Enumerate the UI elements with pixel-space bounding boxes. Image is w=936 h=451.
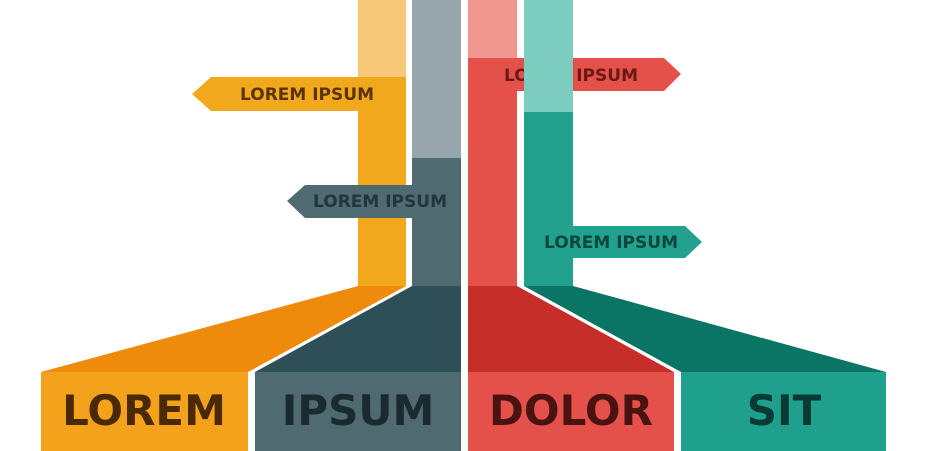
sit-ramp — [524, 286, 886, 372]
lorem-flag-label: LOREM IPSUM — [240, 85, 374, 105]
sit-flag-label: LOREM IPSUM — [544, 233, 678, 253]
column-lorem: LOREM LOREM IPSUM — [41, 0, 406, 451]
dolor-pole-top — [468, 0, 517, 60]
dolor-flag — [468, 58, 681, 91]
ipsum-base — [255, 372, 461, 451]
ipsum-pole-top — [412, 0, 461, 158]
sit-base-label: SIT — [747, 386, 822, 435]
ipsum-flag — [287, 185, 461, 218]
sit-pole-top — [524, 0, 573, 112]
dolor-pole — [468, 60, 517, 286]
sit-pole — [524, 112, 573, 286]
dolor-ramp — [468, 286, 674, 372]
sit-flag — [524, 226, 702, 258]
ipsum-pole — [412, 158, 461, 286]
ipsum-base-label: IPSUM — [282, 386, 435, 435]
lorem-ramp — [41, 286, 406, 372]
dolor-base-label: DOLOR — [489, 386, 653, 435]
lorem-base-label: LOREM — [62, 386, 226, 435]
sit-base — [681, 372, 886, 451]
ipsum-ramp — [255, 286, 461, 372]
column-dolor: DOLOR LOREM IPSUM — [468, 0, 681, 451]
lorem-base — [41, 372, 248, 451]
lorem-flag — [192, 77, 406, 111]
column-sit: SIT LOREM IPSUM — [524, 0, 886, 451]
column-ipsum: IPSUM LOREM IPSUM — [255, 0, 461, 451]
ipsum-flag-label: LOREM IPSUM — [313, 192, 447, 212]
dolor-base — [468, 372, 674, 451]
